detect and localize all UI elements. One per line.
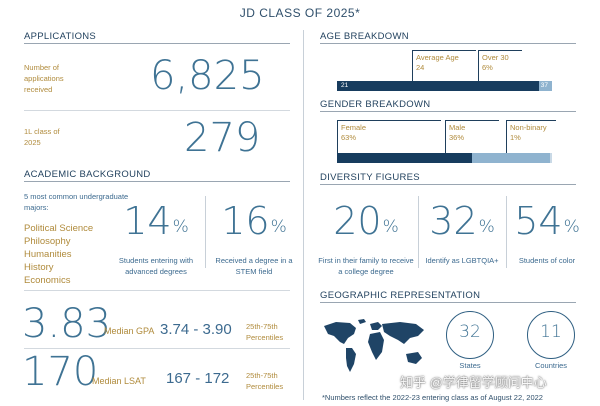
stem-degree-value: 16 bbox=[221, 199, 270, 243]
gpa-label: Median GPA bbox=[104, 326, 155, 336]
major-item: Humanities bbox=[24, 249, 72, 260]
majors-label: 5 most common undergraduate majors: bbox=[24, 192, 129, 212]
age-bar-over-30: 37 bbox=[539, 81, 552, 91]
gender-bar-nonbinary bbox=[549, 153, 552, 163]
lgbtqia-stat: 32% Identify as LGBTQIA+ bbox=[420, 200, 504, 266]
applications-rule bbox=[24, 43, 290, 44]
major-item: Philosophy bbox=[24, 236, 71, 247]
academic-bottom-rule bbox=[24, 290, 290, 291]
gender-heading: GENDER BREAKDOWN bbox=[320, 99, 431, 110]
lsat-range-label: 25th-75th Percentiles bbox=[246, 371, 284, 391]
female-value: 63% bbox=[341, 133, 357, 142]
over-30-label: Over 30 bbox=[482, 53, 509, 62]
gender-bar bbox=[337, 153, 552, 163]
first-gen-stat: 20% First in their family to receive a c… bbox=[318, 200, 414, 277]
diversity-divider-2 bbox=[506, 196, 507, 268]
lgbtqia-unit: % bbox=[478, 217, 495, 237]
first-gen-value: 20 bbox=[333, 199, 382, 243]
academic-divider bbox=[205, 196, 206, 268]
major-item: History bbox=[24, 262, 54, 273]
gpa-range: 3.74 - 3.90 bbox=[160, 321, 232, 338]
gender-bar-female bbox=[337, 153, 473, 163]
gpa-range-label: 25th-75th Percentiles bbox=[246, 322, 284, 342]
class-label: 1L class of 2025 bbox=[24, 127, 60, 147]
lgbtqia-value: 32 bbox=[429, 199, 478, 243]
nonbinary-value: 1% bbox=[510, 133, 521, 142]
first-gen-label: First in their family to receive a colle… bbox=[318, 256, 414, 276]
age-bar-under-30: 21 bbox=[337, 81, 540, 91]
lsat-value: 170 bbox=[22, 349, 99, 395]
advanced-degree-value: 14 bbox=[123, 199, 172, 243]
students-of-color-stat: 54% Students of color bbox=[508, 200, 586, 266]
nonbinary-label: Non-binary bbox=[510, 123, 547, 132]
male-label: Male bbox=[449, 123, 466, 132]
states-value: 32 bbox=[459, 322, 481, 342]
lsat-range: 167 - 172 bbox=[166, 370, 230, 387]
applications-mid-rule bbox=[24, 110, 290, 111]
nonbinary-callout: Non-binary 1% bbox=[506, 120, 556, 155]
lsat-label: Median LSAT bbox=[92, 376, 146, 386]
countries-circle bbox=[527, 311, 575, 359]
class-value: 279 bbox=[184, 115, 261, 161]
center-divider bbox=[303, 30, 304, 400]
major-item: Economics bbox=[24, 275, 71, 286]
age-max-label: 37 bbox=[540, 82, 548, 89]
advanced-degree-label: Students entering with advanced degrees bbox=[118, 256, 194, 276]
world-map-icon bbox=[324, 319, 424, 372]
gender-rule bbox=[320, 111, 576, 112]
states-label: States bbox=[459, 361, 481, 370]
average-age-value: 24 bbox=[416, 63, 425, 72]
applications-heading: APPLICATIONS bbox=[24, 31, 97, 42]
male-callout: Male 36% bbox=[445, 120, 499, 155]
countries-value: 11 bbox=[540, 322, 562, 342]
age-bar: 21 37 bbox=[337, 81, 552, 91]
stem-degree-unit: % bbox=[270, 217, 287, 237]
lgbtqia-label: Identify as LGBTQIA+ bbox=[425, 256, 499, 265]
applications-received-value: 6,825 bbox=[150, 53, 265, 99]
advanced-degree-unit: % bbox=[172, 217, 189, 237]
footer-note: *Numbers reflect the 2022-23 entering cl… bbox=[322, 393, 543, 402]
stem-degree-label: Received a degree in a STEM field bbox=[215, 256, 293, 276]
students-of-color-value: 54 bbox=[514, 199, 563, 243]
age-heading: AGE BREAKDOWN bbox=[320, 31, 409, 42]
academic-rule bbox=[24, 181, 290, 182]
academic-heading: ACADEMIC BACKGROUND bbox=[24, 169, 151, 180]
gpa-rule bbox=[24, 348, 290, 349]
majors-list: Political Science Philosophy Humanities … bbox=[24, 222, 93, 287]
female-label: Female bbox=[341, 123, 367, 132]
average-age-label: Average Age bbox=[416, 53, 459, 62]
diversity-heading: DIVERSITY FIGURES bbox=[320, 172, 420, 183]
geo-heading: GEOGRAPHIC REPRESENTATION bbox=[320, 290, 481, 301]
diversity-divider-1 bbox=[418, 196, 419, 268]
average-age-callout: Average Age 24 bbox=[412, 50, 476, 81]
countries-label: Countries bbox=[534, 361, 568, 370]
diversity-rule bbox=[320, 184, 576, 185]
students-of-color-unit: % bbox=[563, 217, 580, 237]
over-30-callout: Over 30 6% bbox=[478, 50, 522, 81]
watermark: 知乎 @学律留学顾问中心 bbox=[400, 375, 547, 390]
advanced-degree-stat: 14% Students entering with advanced degr… bbox=[110, 200, 202, 277]
major-item: Political Science bbox=[24, 223, 94, 234]
applications-received-label: Number of applications received bbox=[24, 63, 64, 94]
states-circle bbox=[446, 311, 494, 359]
gender-bar-male bbox=[472, 153, 550, 163]
gpa-value: 3.83 bbox=[22, 301, 112, 347]
page-title: JD CLASS OF 2025* bbox=[239, 6, 361, 20]
students-of-color-label: Students of color bbox=[518, 256, 576, 265]
geo-rule bbox=[320, 302, 576, 303]
stem-degree-stat: 16% Received a degree in a STEM field bbox=[208, 200, 300, 277]
age-min-label: 21 bbox=[341, 82, 349, 89]
female-callout: Female 63% bbox=[337, 120, 441, 155]
first-gen-unit: % bbox=[382, 217, 399, 237]
over-30-value: 6% bbox=[482, 63, 493, 72]
age-rule bbox=[320, 43, 576, 44]
male-value: 36% bbox=[449, 133, 465, 142]
